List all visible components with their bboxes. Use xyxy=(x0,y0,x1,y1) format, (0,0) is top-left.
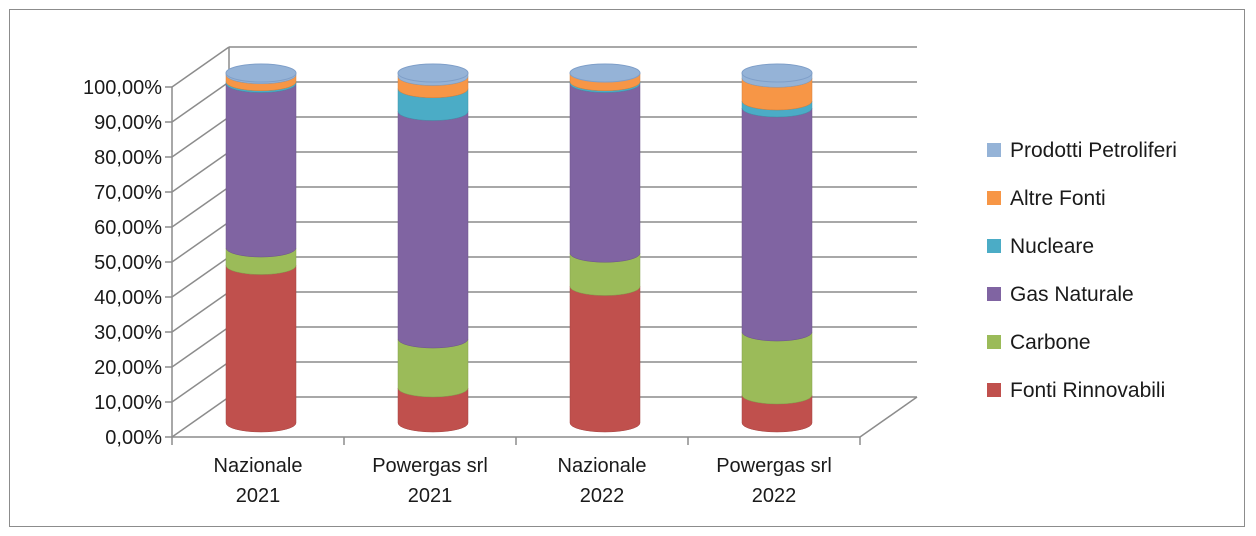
legend-swatch xyxy=(987,383,1001,397)
x-tick-label: Nazionale 2021 xyxy=(214,455,303,507)
y-tick-label: 50,00% xyxy=(94,252,162,274)
side-wall-line xyxy=(171,186,230,228)
bar-stack xyxy=(397,63,469,433)
x-tick-label-line: 2022 xyxy=(752,485,797,507)
x-tick-label: Powergas srl 2022 xyxy=(716,455,832,507)
y-tick-label: 60,00% xyxy=(94,217,162,239)
bar-top-cap xyxy=(225,63,297,83)
bar-top-cap xyxy=(569,63,641,83)
bars-layer xyxy=(225,63,813,433)
y-tick-label: 80,00% xyxy=(94,147,162,169)
bar-stack xyxy=(741,63,813,433)
bar-stack xyxy=(225,63,297,433)
floor-right-edge xyxy=(859,396,918,438)
side-wall-line xyxy=(171,151,230,193)
y-tick-label: 90,00% xyxy=(94,112,162,134)
chart-frame: 0,00% 10,00% 20,00% 30,00% 40,00% 50,00% 60,00… xyxy=(9,9,1245,527)
labels-layer: 0,00% 10,00% 20,00% 30,00% 40,00% 50,00% 60,00… xyxy=(83,77,832,507)
bar-segment xyxy=(397,111,469,349)
side-wall-line xyxy=(171,291,230,333)
legend-label: Nucleare xyxy=(1010,235,1094,258)
side-wall-line xyxy=(171,361,230,403)
y-tick-label: 100,00% xyxy=(83,77,162,99)
side-wall-line xyxy=(171,116,230,158)
x-tick-label-line: 2022 xyxy=(580,485,625,507)
side-wall-line xyxy=(171,81,230,123)
bar-top-cap xyxy=(741,63,813,83)
bar-top-cap xyxy=(397,63,469,83)
legend-label: Prodotti Petroliferi xyxy=(1010,139,1177,162)
legend: Prodotti Petroliferi Altre Fonti Nucleare G… xyxy=(987,139,1177,402)
legend-label: Carbone xyxy=(1010,331,1091,354)
x-tick-label-line: Powergas srl xyxy=(372,455,488,477)
x-tick-label-line: 2021 xyxy=(408,485,453,507)
legend-swatch xyxy=(987,191,1001,205)
bar-segment xyxy=(569,286,641,433)
legend-swatch xyxy=(987,143,1001,157)
x-tick-label: Nazionale 2022 xyxy=(558,455,647,507)
bar-segment xyxy=(741,107,813,342)
side-wall-line xyxy=(171,396,230,438)
bar-segment xyxy=(569,83,641,263)
x-tick-label-line: Powergas srl xyxy=(716,455,832,477)
side-wall-line xyxy=(171,256,230,298)
bar-stack xyxy=(569,63,641,433)
bar-segment xyxy=(225,265,297,433)
y-tick-label: 30,00% xyxy=(94,322,162,344)
y-tick-label: 40,00% xyxy=(94,287,162,309)
bar-segment xyxy=(741,331,813,405)
y-tick-label: 0,00% xyxy=(105,427,162,449)
x-tick-label-line: 2021 xyxy=(236,485,281,507)
legend-label: Altre Fonti xyxy=(1010,187,1106,210)
y-tick-label: 70,00% xyxy=(94,182,162,204)
y-tick-label: 10,00% xyxy=(94,392,162,414)
legend-swatch xyxy=(987,287,1001,301)
side-wall-line xyxy=(171,221,230,263)
x-tick-label-line: Nazionale xyxy=(214,455,303,477)
legend-label: Fonti Rinnovabili xyxy=(1010,379,1165,402)
legend-swatch xyxy=(987,239,1001,253)
legend-swatch xyxy=(987,335,1001,349)
legend-label: Gas Naturale xyxy=(1010,283,1134,306)
x-tick-label: Powergas srl 2021 xyxy=(372,455,488,507)
bar-segment xyxy=(225,83,297,258)
side-wall-line xyxy=(171,326,230,368)
x-tick-label-line: Nazionale xyxy=(558,455,647,477)
side-wall-line xyxy=(171,46,230,88)
stacked-cylinder-chart: 0,00% 10,00% 20,00% 30,00% 40,00% 50,00% 60,00… xyxy=(83,46,1177,507)
y-tick-label: 20,00% xyxy=(94,357,162,379)
